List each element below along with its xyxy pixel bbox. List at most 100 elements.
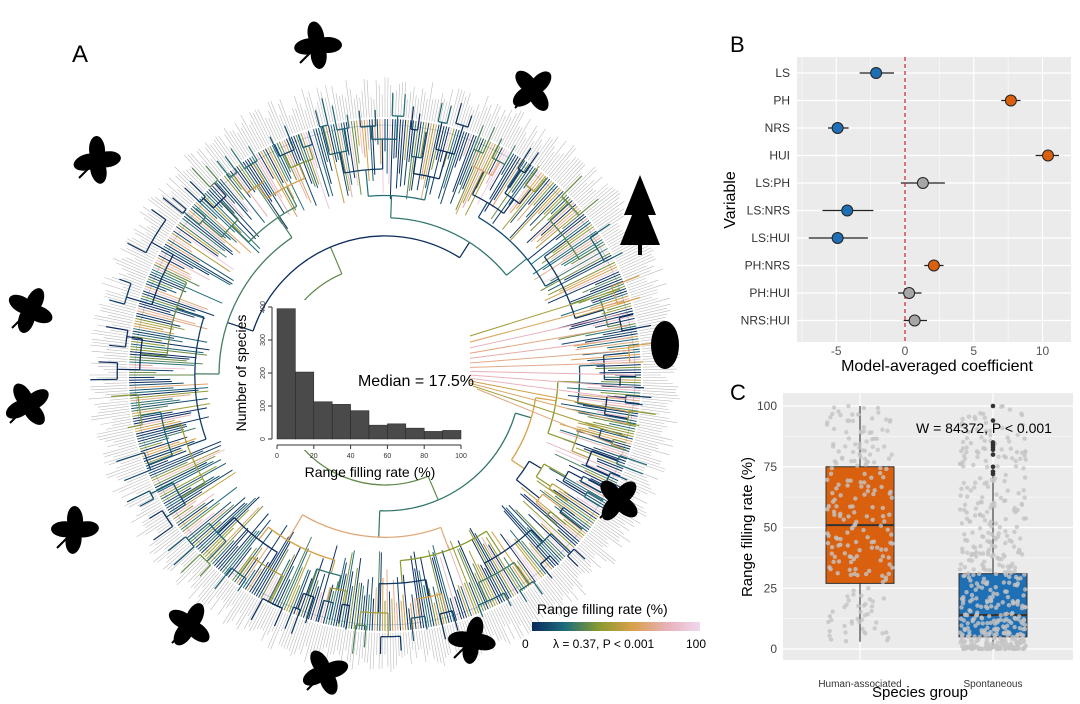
tree-branch <box>441 550 465 619</box>
b-y-tick-label: LS <box>775 66 790 80</box>
tip-label <box>585 536 616 562</box>
tip-label <box>117 469 146 481</box>
tree-branch <box>192 497 246 545</box>
tree-branch <box>132 330 175 339</box>
c-jitter-point <box>836 559 842 564</box>
c-jitter-point <box>851 588 856 593</box>
tip-label <box>262 607 275 631</box>
tree-branch <box>142 292 196 312</box>
b-y-tick-label: PH:HUI <box>749 286 790 300</box>
tree-branch <box>408 121 420 192</box>
tree-branch <box>532 512 573 550</box>
tip-label <box>642 392 679 397</box>
tree-branch <box>127 424 143 429</box>
tree-branch <box>260 150 298 217</box>
tree-branch <box>509 529 547 575</box>
tree-arc <box>229 171 238 178</box>
tree-branch <box>570 280 624 303</box>
tree-branch <box>216 160 231 178</box>
tree-arc <box>161 510 174 527</box>
c-jitter-point <box>985 549 991 555</box>
c-jitter-point <box>996 454 1001 460</box>
tree-arc <box>435 148 455 155</box>
tip-label <box>139 211 171 233</box>
stem-shape <box>171 624 191 644</box>
tree-branch <box>438 151 448 180</box>
tip-label <box>187 154 214 183</box>
tip-label <box>279 99 294 135</box>
tip-label <box>592 201 619 222</box>
tree-branch <box>139 498 154 507</box>
tip-label <box>431 99 437 122</box>
tip-label <box>243 600 261 629</box>
oak-leaf-icon <box>5 383 49 425</box>
tip-label <box>628 459 665 473</box>
tree-branch <box>135 416 209 435</box>
hist-bar <box>313 401 333 440</box>
tip-label <box>621 476 652 490</box>
tree-branch <box>416 122 430 191</box>
tip-label <box>125 241 156 257</box>
c-jitter-point <box>859 593 864 598</box>
c-jitter-point <box>836 409 841 414</box>
c-jitter-point <box>960 416 965 422</box>
tip-label <box>410 631 414 650</box>
tree-arc <box>571 429 580 452</box>
tip-label <box>104 277 142 291</box>
c-jitter-point <box>828 566 833 572</box>
tree-branch <box>269 136 280 157</box>
tip-label <box>493 115 506 142</box>
tree-branch <box>317 127 328 163</box>
tip-label <box>113 258 149 274</box>
tree-branch <box>587 356 641 362</box>
tree-branch <box>561 330 638 345</box>
c-jitter-point <box>960 549 965 555</box>
tree-branch <box>358 110 362 128</box>
tip-label <box>104 392 128 396</box>
tree-branch <box>150 482 174 495</box>
c-jitter-point <box>1007 574 1012 580</box>
tree-branch <box>251 156 277 197</box>
c-jitter-point <box>845 478 850 483</box>
tree-branch <box>396 602 399 631</box>
tip-label <box>134 258 152 267</box>
tree-branch <box>444 349 634 366</box>
tip-label <box>141 497 159 508</box>
tree-arc <box>410 128 418 131</box>
c-jitter-point <box>977 526 983 531</box>
c-jitter-point <box>965 644 971 649</box>
tree-branch <box>609 422 636 430</box>
c-jitter-point <box>832 459 838 464</box>
c-jitter-point <box>884 466 889 472</box>
tree-branch <box>547 271 620 304</box>
c-jitter-point <box>859 484 864 489</box>
tip-label <box>222 590 245 624</box>
c-jitter-point <box>960 546 965 552</box>
tree-branch <box>429 126 448 195</box>
tree-arc <box>148 490 155 500</box>
tree-branch <box>330 559 336 574</box>
tree-branch <box>530 194 568 232</box>
tree-branch <box>293 570 311 615</box>
tree-branch <box>412 156 417 174</box>
tip-label <box>571 182 588 198</box>
tip-label <box>635 307 667 316</box>
phylogenetic-tree <box>88 77 681 673</box>
b-point <box>831 232 844 244</box>
tree-branch <box>449 135 477 204</box>
tip-label <box>150 225 168 237</box>
poplar-leaf-icon <box>73 136 121 184</box>
c-jitter-point <box>991 618 997 623</box>
tip-label <box>634 439 658 446</box>
tree-branch <box>568 470 583 479</box>
c-test-annotation: W = 84372, P < 0.001 <box>916 420 1052 436</box>
tree-branch <box>183 215 234 256</box>
tree-branch <box>491 158 524 208</box>
tip-label <box>325 627 331 648</box>
tip-label <box>505 112 525 148</box>
c-jitter-point <box>827 614 833 619</box>
tip-label <box>638 320 665 326</box>
tree-branch <box>566 222 591 241</box>
tree-branch <box>129 358 203 365</box>
tree-branch <box>255 531 295 597</box>
